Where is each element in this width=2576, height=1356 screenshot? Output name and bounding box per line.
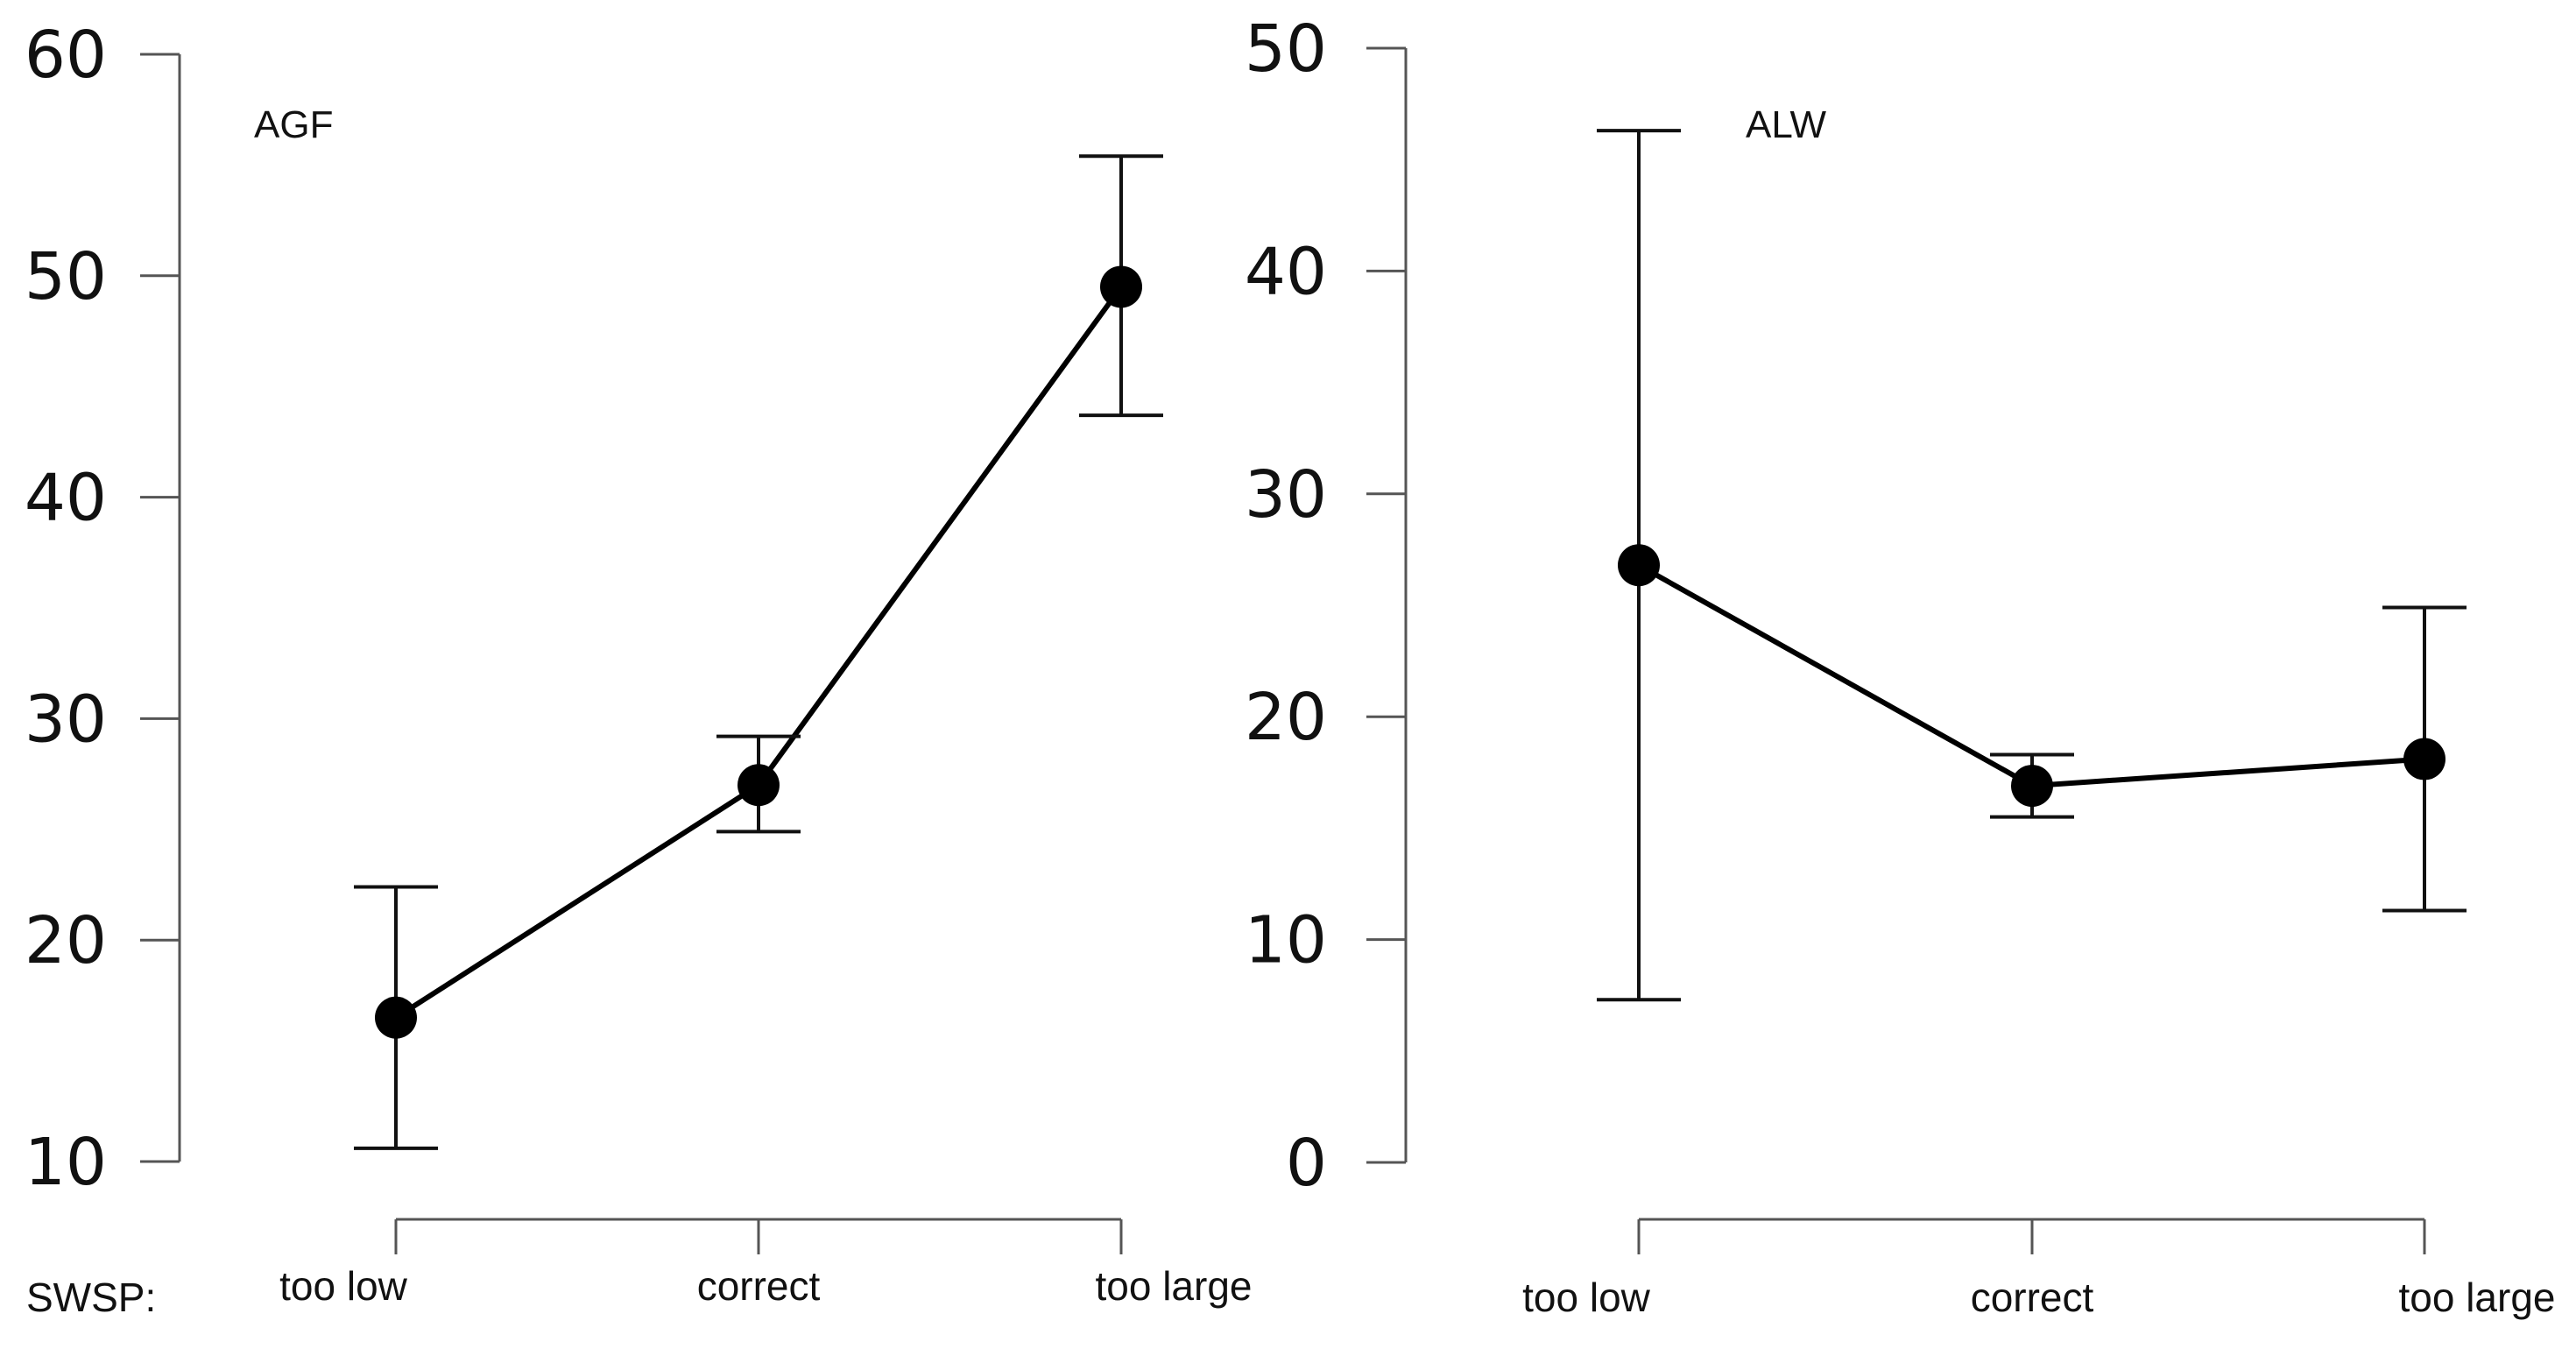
y-tick-label: 10 [1245,903,1327,978]
y-tick-label: 50 [1245,11,1327,87]
x-tick-label: correct [1971,1275,2094,1320]
data-point [738,764,780,807]
alw-panel: 0 10 20 30 40 50 too low correct too large ALW [1245,11,2556,1320]
y-tick-label: 10 [25,1125,107,1200]
x-tick-label: too large [1095,1263,1252,1309]
data-point [375,996,417,1039]
y-tick-label: 50 [25,239,107,314]
data-point [1100,265,1142,308]
agf-panel: 10 20 30 40 50 60 too low correct too large AGF [25,18,1253,1309]
data-point [1618,544,1660,587]
x-tick-label: correct [697,1263,821,1309]
y-tick-label: 60 [25,18,107,93]
y-tick-label: 20 [25,903,107,978]
x-tick-label: too low [1522,1275,1651,1320]
series-line [1637,562,2425,789]
y-tick-label: 40 [1245,234,1327,309]
y-tick-label: 40 [25,461,107,536]
x-axis-prefix-label: SWSP: [26,1275,156,1320]
y-tick-label: 20 [1245,680,1327,755]
y-tick-label: 0 [1286,1126,1327,1201]
y-tick-label: 30 [1245,457,1327,533]
panel-title: ALW [1746,103,1827,146]
x-tick-label: too large [2398,1275,2555,1320]
data-point [2403,738,2445,780]
series-line [394,285,1124,1021]
panel-title: AGF [254,103,333,146]
y-tick-label: 30 [25,682,107,757]
data-point [2011,765,2053,808]
x-tick-label: too low [279,1263,408,1309]
